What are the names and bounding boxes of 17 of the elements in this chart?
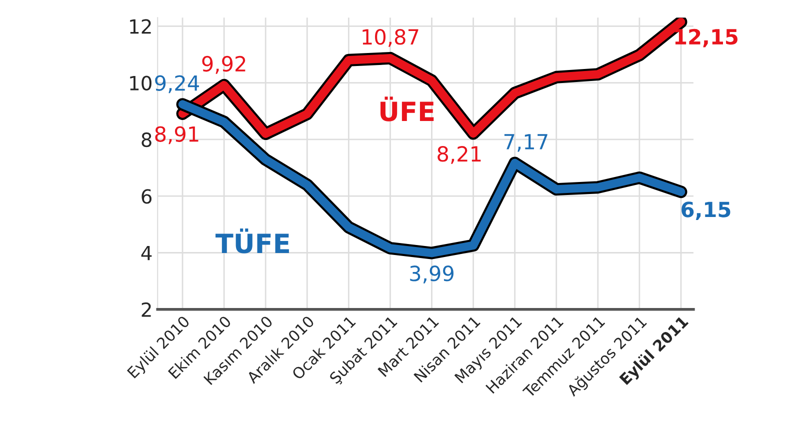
y-tick-label: 2: [142, 302, 151, 317]
y-tick-label: 6: [142, 189, 152, 204]
data-label: 6,15: [682, 202, 730, 220]
data-label: 8,21: [438, 146, 481, 164]
y-tick-label: 10: [130, 76, 152, 90]
data-label: 9,24: [155, 75, 199, 94]
data-label: 7,17: [504, 134, 548, 152]
data-label: 10,87: [362, 29, 418, 47]
data-label: 3,99: [410, 266, 454, 284]
data-label: 12,15: [675, 28, 738, 48]
y-tick-label: 4: [141, 246, 152, 260]
y-tick-label: 8: [142, 132, 152, 148]
data-label: 9,92: [202, 56, 246, 74]
data-label: 8,91: [155, 126, 198, 144]
series-label: TÜFE: [216, 228, 289, 254]
y-tick-label: 12: [130, 19, 151, 34]
series-label: ÜFE: [380, 96, 434, 122]
